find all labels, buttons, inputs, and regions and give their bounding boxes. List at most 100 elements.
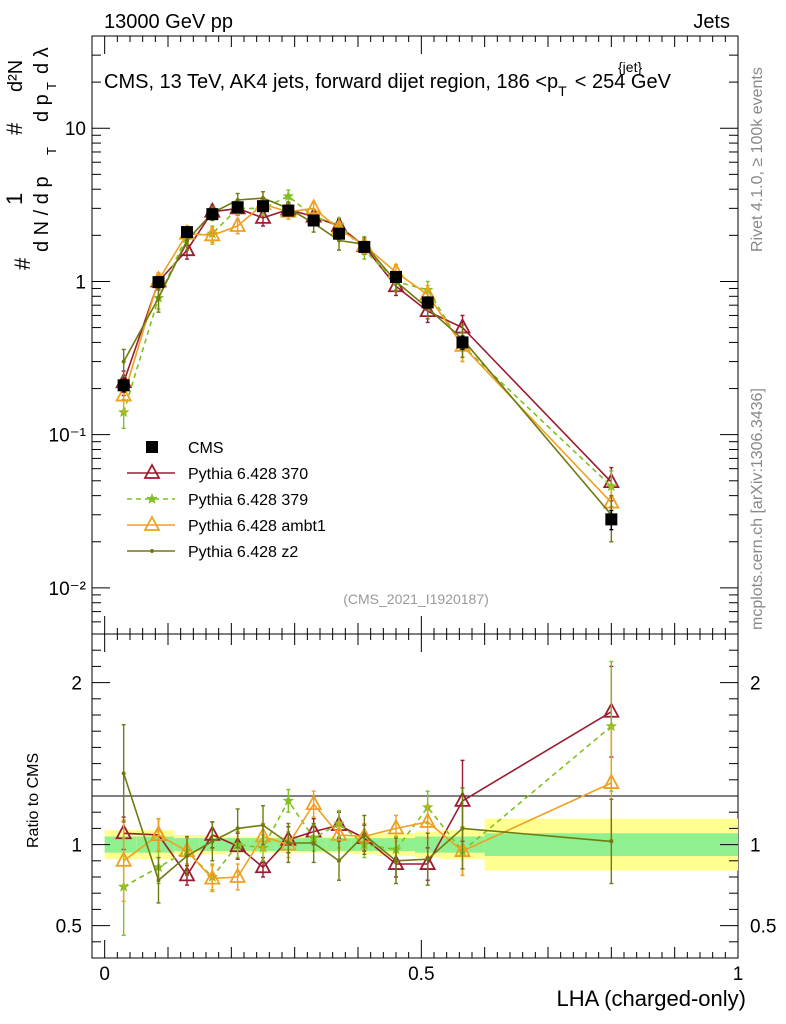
pythia-6-428-z2-point xyxy=(261,196,265,201)
main-ylabel-hash-2: # xyxy=(2,122,27,135)
header-right: Jets xyxy=(693,11,730,33)
rivet-label: Rivet 4.1.0, ≥ 100k events xyxy=(749,67,766,252)
pythia-6-428-z2-point xyxy=(286,840,291,845)
legend-pythia-6-428-ambt1-marker xyxy=(143,515,161,531)
cms-point xyxy=(206,208,219,221)
main-ylabel-dlambda: d λ xyxy=(31,47,53,74)
legend-pythia-6-428-379-marker xyxy=(146,493,158,504)
legend-pythia-6-428-379-label: Pythia 6.428 379 xyxy=(188,492,308,509)
pythia-6-428-ambt1-point xyxy=(602,773,620,789)
pythia-6-428-370-point xyxy=(178,865,196,882)
ratio-y-tick-label-right: 0.5 xyxy=(750,917,776,938)
cms-point xyxy=(421,296,434,309)
axes: 10⁻² 10⁻¹ 1 10 0 0.5 1 0.5 0.5 1 1 2 2 xyxy=(49,35,776,985)
cms-point xyxy=(282,204,295,217)
main-ylabel-t2: T xyxy=(44,82,59,90)
main-ylabel-t1: T xyxy=(44,147,59,155)
pythia-6-428-z2-point xyxy=(337,858,341,863)
pythia-6-428-ambt1-point xyxy=(330,824,348,841)
pythia-6-428-z2-point xyxy=(185,853,189,858)
pythia-6-428-z2-point xyxy=(311,840,316,845)
pythia-6-428-ambt1-point xyxy=(419,812,437,828)
pythia-6-428-ambt1-point xyxy=(203,225,221,242)
legend-pythia-6-428-z2-marker xyxy=(150,549,154,553)
legend-pythia-6-428-z2-label: Pythia 6.428 z2 xyxy=(188,544,298,561)
main-title: CMS, 13 TeV, AK4 jets, forward dijet reg… xyxy=(104,71,672,99)
pythia-6-428-z2-point xyxy=(362,832,367,837)
main-ylabel: # 1 d N / d p T # d²N d p T d λ xyxy=(2,47,59,270)
pythia-6-428-ambt1-point xyxy=(203,868,221,885)
legend-pythia-6-428-370-marker xyxy=(143,463,161,479)
x-tick-label: 0.5 xyxy=(408,964,434,985)
pythia-6-428-z2-point xyxy=(235,826,240,831)
pythia-6-428-z2-point xyxy=(261,823,265,828)
ratio-ylabel: Ratio to CMS xyxy=(25,753,42,848)
pythia-6-428-z2-point xyxy=(235,198,240,203)
main-ylabel-one: 1 xyxy=(2,193,27,205)
cms-point xyxy=(390,270,402,283)
cms-point xyxy=(333,227,345,240)
header-left: 13000 GeV pp xyxy=(104,11,233,33)
pythia-6-428-z2-point xyxy=(609,839,614,844)
pythia-6-428-ambt1-point xyxy=(149,824,168,841)
cms-point xyxy=(307,214,320,227)
main-series xyxy=(115,189,620,543)
ratio-y-tick-label: 2 xyxy=(71,674,82,695)
main-ylabel-d2n: d²N xyxy=(5,60,27,92)
legend-pythia-6-428-ambt1-label: Pythia 6.428 ambt1 xyxy=(188,518,326,535)
pythia-6-428-z2-point xyxy=(185,238,189,243)
pythia-6-428-ambt1-point xyxy=(229,867,247,883)
main-y-tick-label: 10⁻² xyxy=(49,579,87,600)
pythia-6-428-z2-line xyxy=(122,773,612,882)
ratio-y-tick-label: 0.5 xyxy=(56,917,82,938)
pythia-6-428-z2-point xyxy=(460,826,465,831)
pythia-6-428-ambt1-point xyxy=(229,216,247,232)
pythia-6-428-z2-point xyxy=(156,878,161,883)
mcplots-label: mcplots.cern.ch [arXiv:1306.3436] xyxy=(749,388,766,630)
pythia-6-428-z2-point xyxy=(121,359,126,364)
legend-cms-label: CMS xyxy=(188,440,224,457)
main-title-sub: T xyxy=(558,83,567,99)
x-tick-label: 0 xyxy=(99,964,110,985)
main-title-prefix: CMS, 13 TeV, AK4 jets, forward dijet reg… xyxy=(104,71,558,93)
cms-point xyxy=(605,513,618,526)
pythia-6-428-370-point xyxy=(254,857,272,874)
pythia-6-428-ambt1-point xyxy=(305,794,323,810)
pythia-6-428-ambt1-point xyxy=(305,198,323,215)
pythia-6-428-ambt1-point xyxy=(387,818,405,835)
pythia-6-428-379-point xyxy=(282,190,294,202)
pythia-6-428-z2-point xyxy=(394,858,398,863)
stat-band xyxy=(104,836,137,853)
pythia-6-428-z2-point xyxy=(210,839,215,844)
main-y-tick-label: 10 xyxy=(65,119,86,140)
ratio-y-tick-label-right: 2 xyxy=(750,674,761,695)
cms-point xyxy=(181,226,193,239)
cms-point xyxy=(152,276,165,289)
legend: CMS Pythia 6.428 370 Pythia 6.428 379 Pythi… xyxy=(127,440,326,561)
pythia-6-428-z2-point xyxy=(121,771,126,776)
main-title-suffix: < 254 GeV xyxy=(575,71,672,93)
main-ylabel-dp: d p xyxy=(31,94,53,122)
analysis-id: (CMS_2021_I1920187) xyxy=(343,591,489,607)
cms-point xyxy=(358,240,371,253)
main-title-sup: {jet} xyxy=(618,59,642,75)
legend-pythia-6-428-370-label: Pythia 6.428 370 xyxy=(188,466,308,483)
cms-point xyxy=(456,336,469,349)
cms-point xyxy=(257,200,269,213)
ratio-series xyxy=(115,660,620,937)
x-axis-label: LHA (charged-only) xyxy=(556,986,746,1011)
cms-point xyxy=(231,201,244,214)
main-y-tick-label: 1 xyxy=(75,272,86,293)
pythia-6-428-ambt1-point xyxy=(115,385,133,402)
x-tick-label: 1 xyxy=(733,964,744,985)
ratio-y-tick-label: 1 xyxy=(71,836,82,857)
main-ylabel-dn: d N / d p xyxy=(31,176,53,252)
pythia-6-428-ambt1-point xyxy=(115,850,133,867)
pythia-6-428-370-point xyxy=(254,207,272,224)
pythia-6-428-379-point xyxy=(282,794,294,806)
cms-point xyxy=(117,379,130,392)
pythia-6-428-z2-point xyxy=(156,295,161,300)
pythia-6-428-z2-point xyxy=(425,857,430,862)
ratio-y-tick-label-right: 1 xyxy=(750,836,761,857)
